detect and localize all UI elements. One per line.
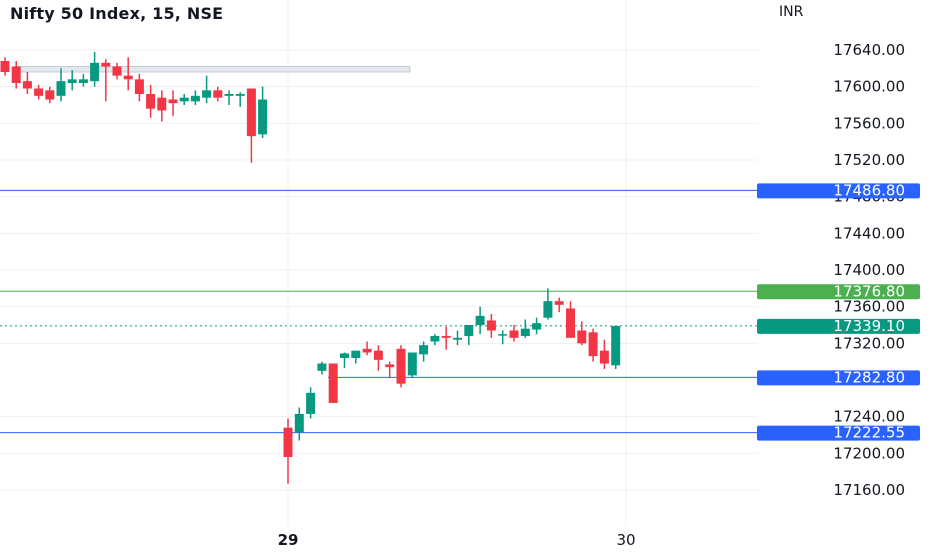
candle-body xyxy=(45,90,55,100)
candle-body xyxy=(351,350,361,358)
candle-body xyxy=(246,88,256,137)
candle-body xyxy=(0,61,10,72)
candle-body xyxy=(224,94,234,96)
y-tick-label: 17240.00 xyxy=(833,408,905,426)
candle-body xyxy=(317,363,327,371)
price-level-badge xyxy=(757,318,920,334)
candle-body xyxy=(213,90,223,98)
candle-body xyxy=(520,328,530,336)
price-level-badge xyxy=(757,370,920,386)
candle-body xyxy=(554,301,564,305)
candle-body xyxy=(22,81,32,89)
y-tick-label: 17320.00 xyxy=(833,334,905,352)
candle-body xyxy=(453,337,462,340)
candle-body xyxy=(441,336,451,338)
candle-body xyxy=(419,345,429,355)
candle-body xyxy=(509,330,519,338)
candle-body xyxy=(78,79,88,83)
candle-body xyxy=(599,350,609,364)
candle-body xyxy=(202,90,212,98)
candle-body xyxy=(543,301,553,318)
candle-body xyxy=(486,320,496,331)
candle-body xyxy=(101,62,111,67)
y-tick-label: 17520.00 xyxy=(833,151,905,169)
candle-body xyxy=(134,79,144,94)
y-tick-label: 17600.00 xyxy=(833,78,905,96)
x-tick-label: 29 xyxy=(278,531,299,549)
y-tick-label: 17640.00 xyxy=(833,41,905,59)
candle-body xyxy=(464,325,474,336)
price-level-badge-text: 17282.80 xyxy=(833,368,905,386)
price-level-badge-text: 17339.10 xyxy=(833,317,905,335)
candle-body xyxy=(475,315,485,325)
candle-body xyxy=(294,413,304,433)
candle-body xyxy=(179,97,189,102)
candle-body xyxy=(258,99,268,135)
y-tick-label: 17160.00 xyxy=(833,481,905,499)
candle-body xyxy=(611,325,621,366)
candle-body xyxy=(306,392,316,414)
candle-body xyxy=(157,97,167,111)
currency-label: INR xyxy=(779,4,804,20)
y-tick-label: 17200.00 xyxy=(833,444,905,462)
price-level-badge-text: 17376.80 xyxy=(833,282,905,300)
candle-body xyxy=(168,99,178,104)
y-tick-label: 17360.00 xyxy=(833,298,905,316)
candle-body xyxy=(362,348,372,353)
candle-body xyxy=(123,75,133,80)
candle-body xyxy=(283,427,293,457)
candle-body xyxy=(190,95,200,102)
candle-body xyxy=(11,66,21,83)
price-level-badge xyxy=(757,183,920,199)
candle-body xyxy=(498,334,508,336)
candle-body xyxy=(588,332,598,357)
y-tick-label: 17560.00 xyxy=(833,114,905,132)
candle-body xyxy=(577,330,587,344)
range-zone xyxy=(13,66,411,73)
candle-body xyxy=(328,363,338,403)
candle-body xyxy=(90,62,100,82)
candle-body xyxy=(566,308,575,338)
candle-body xyxy=(235,94,245,96)
price-level-badge-text: 17222.55 xyxy=(833,424,905,442)
candle-body xyxy=(112,66,122,76)
candle-body xyxy=(56,81,66,96)
candle-body xyxy=(340,353,349,358)
x-tick-label: 30 xyxy=(616,531,635,549)
chart-title: Nifty 50 Index, 15, NSE xyxy=(10,4,224,23)
candle-body xyxy=(373,350,383,360)
candle-body xyxy=(146,94,156,109)
candle-body xyxy=(407,352,417,376)
y-tick-label: 17400.00 xyxy=(833,261,905,279)
price-level-badge xyxy=(757,284,920,300)
candle-body xyxy=(34,88,44,96)
price-level-badge-text: 17486.80 xyxy=(833,181,905,199)
candle-body xyxy=(396,348,406,384)
y-tick-label: 17440.00 xyxy=(833,224,905,242)
candle-body xyxy=(532,323,542,330)
candle-body xyxy=(430,336,440,342)
candle-body xyxy=(67,79,77,83)
candle-body xyxy=(385,364,395,368)
price-level-badge xyxy=(757,425,920,441)
